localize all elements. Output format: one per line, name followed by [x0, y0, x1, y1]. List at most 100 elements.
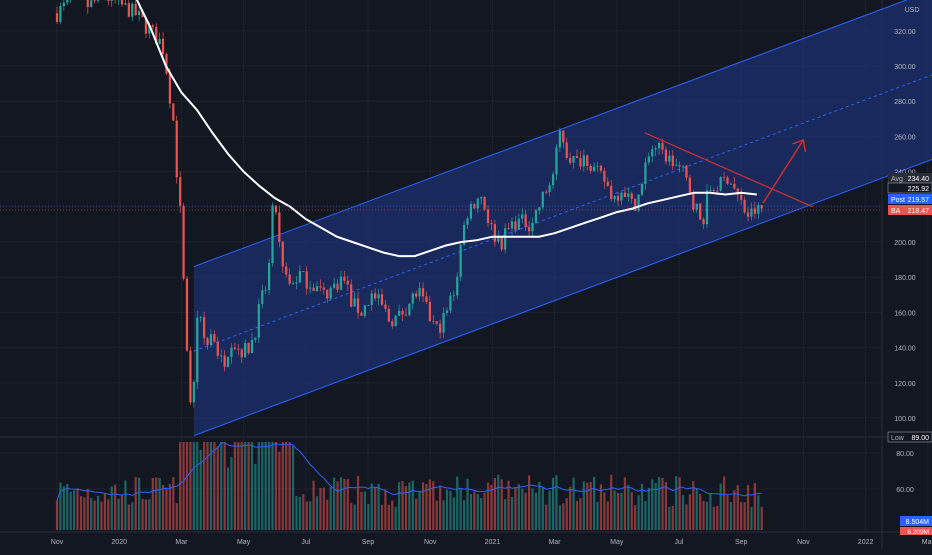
volume-bar	[582, 481, 585, 530]
volume-bar	[695, 488, 698, 530]
price-labels: Avg 234.40 225.92 Post 219.57 BA 218.47 …	[887, 173, 932, 536]
candle-body	[144, 17, 148, 34]
candle-body	[380, 294, 384, 305]
volume-bar	[685, 504, 688, 530]
volume-bar	[268, 442, 271, 530]
volume-bar	[664, 482, 668, 530]
candle-body	[387, 308, 390, 322]
volume-bar	[192, 442, 195, 530]
volume-bar	[203, 442, 206, 530]
candle-body	[350, 284, 353, 307]
volume-bar	[158, 477, 161, 530]
candle-body	[391, 321, 394, 327]
volume-bar	[716, 505, 719, 530]
candle-body	[517, 218, 520, 230]
candle-body	[497, 237, 500, 242]
candle-body	[439, 323, 442, 333]
drawings[interactable]	[0, 132, 882, 211]
volume-bar	[473, 491, 476, 530]
time-tick-label: May	[237, 539, 251, 546]
volume-bar	[127, 504, 130, 530]
candle-body	[257, 304, 260, 338]
volume-bar	[233, 442, 236, 530]
volume-bar	[175, 503, 178, 530]
volume-bar	[439, 486, 442, 530]
candle-body	[302, 271, 305, 272]
candle-body	[640, 183, 644, 195]
price-tick-label: 260.00	[894, 134, 916, 141]
time-tick-label: Sep	[735, 539, 748, 546]
volume-bar	[702, 500, 705, 530]
volume-bar	[675, 476, 678, 530]
volume-bar	[562, 503, 565, 530]
candle-body	[336, 283, 339, 290]
volume-bar	[117, 498, 120, 530]
candle-body	[274, 205, 278, 213]
volume-bar	[274, 442, 278, 530]
candle-body	[329, 287, 332, 299]
candle-body	[726, 177, 729, 184]
candle-body	[507, 228, 510, 230]
volume-bar	[124, 480, 127, 530]
volume-bar	[565, 498, 568, 530]
volume-bar	[288, 442, 291, 530]
volume-bar	[281, 442, 284, 530]
volume-bar	[73, 490, 76, 530]
volume-bar	[199, 449, 202, 530]
volume-bar	[610, 474, 613, 530]
volume-bar	[462, 500, 466, 530]
volume-bar	[144, 499, 148, 530]
last-value: 225.92	[908, 186, 930, 193]
volume-bar	[110, 486, 113, 530]
avg-tag: Avg	[891, 176, 903, 183]
candle-body	[480, 197, 483, 199]
volume-bar	[384, 489, 387, 530]
candle-body	[305, 271, 308, 289]
candle-body	[240, 349, 243, 358]
candle-body	[148, 25, 151, 34]
candle-body	[719, 176, 722, 191]
candle-body	[620, 192, 623, 201]
price-tick-label: 320.00	[894, 29, 916, 36]
volume-bar	[216, 446, 219, 530]
candle-body	[432, 320, 435, 322]
time-tick-label: 2022	[858, 539, 874, 546]
volume-bar	[391, 500, 394, 530]
candle-body	[172, 103, 175, 121]
candle-body	[291, 283, 295, 285]
candle-body	[189, 350, 192, 403]
candle-body	[360, 312, 363, 316]
channel-fill	[193, 0, 932, 436]
trend-channel[interactable]	[193, 0, 932, 437]
candle-body	[138, 11, 141, 16]
candle-body	[428, 301, 431, 321]
volume-bar	[651, 479, 654, 530]
volume-bar	[305, 501, 308, 530]
volume-bar	[254, 463, 257, 530]
volume-bar	[131, 502, 134, 530]
volume-bar	[592, 476, 596, 530]
candle-body	[476, 198, 479, 209]
candle-body	[107, 0, 110, 1]
volume-bar	[428, 479, 431, 530]
candle-body	[705, 190, 709, 225]
candle-body	[610, 185, 613, 200]
volume-bar	[421, 482, 425, 530]
time-tick-label: May	[610, 539, 624, 546]
volume-bar	[524, 492, 527, 530]
ma-line	[135, 0, 757, 258]
volume-bar	[681, 495, 685, 530]
volume-bar	[322, 487, 325, 530]
candle-body	[757, 205, 760, 214]
volume-bar	[637, 495, 640, 530]
volume-bar	[309, 501, 312, 530]
volume-bar	[90, 498, 93, 530]
candle-body	[651, 149, 654, 157]
candle-body	[534, 210, 538, 223]
volume-bar	[179, 442, 182, 530]
candle-body	[637, 194, 640, 211]
volume-bar	[630, 491, 633, 530]
volume-bar	[722, 476, 726, 530]
